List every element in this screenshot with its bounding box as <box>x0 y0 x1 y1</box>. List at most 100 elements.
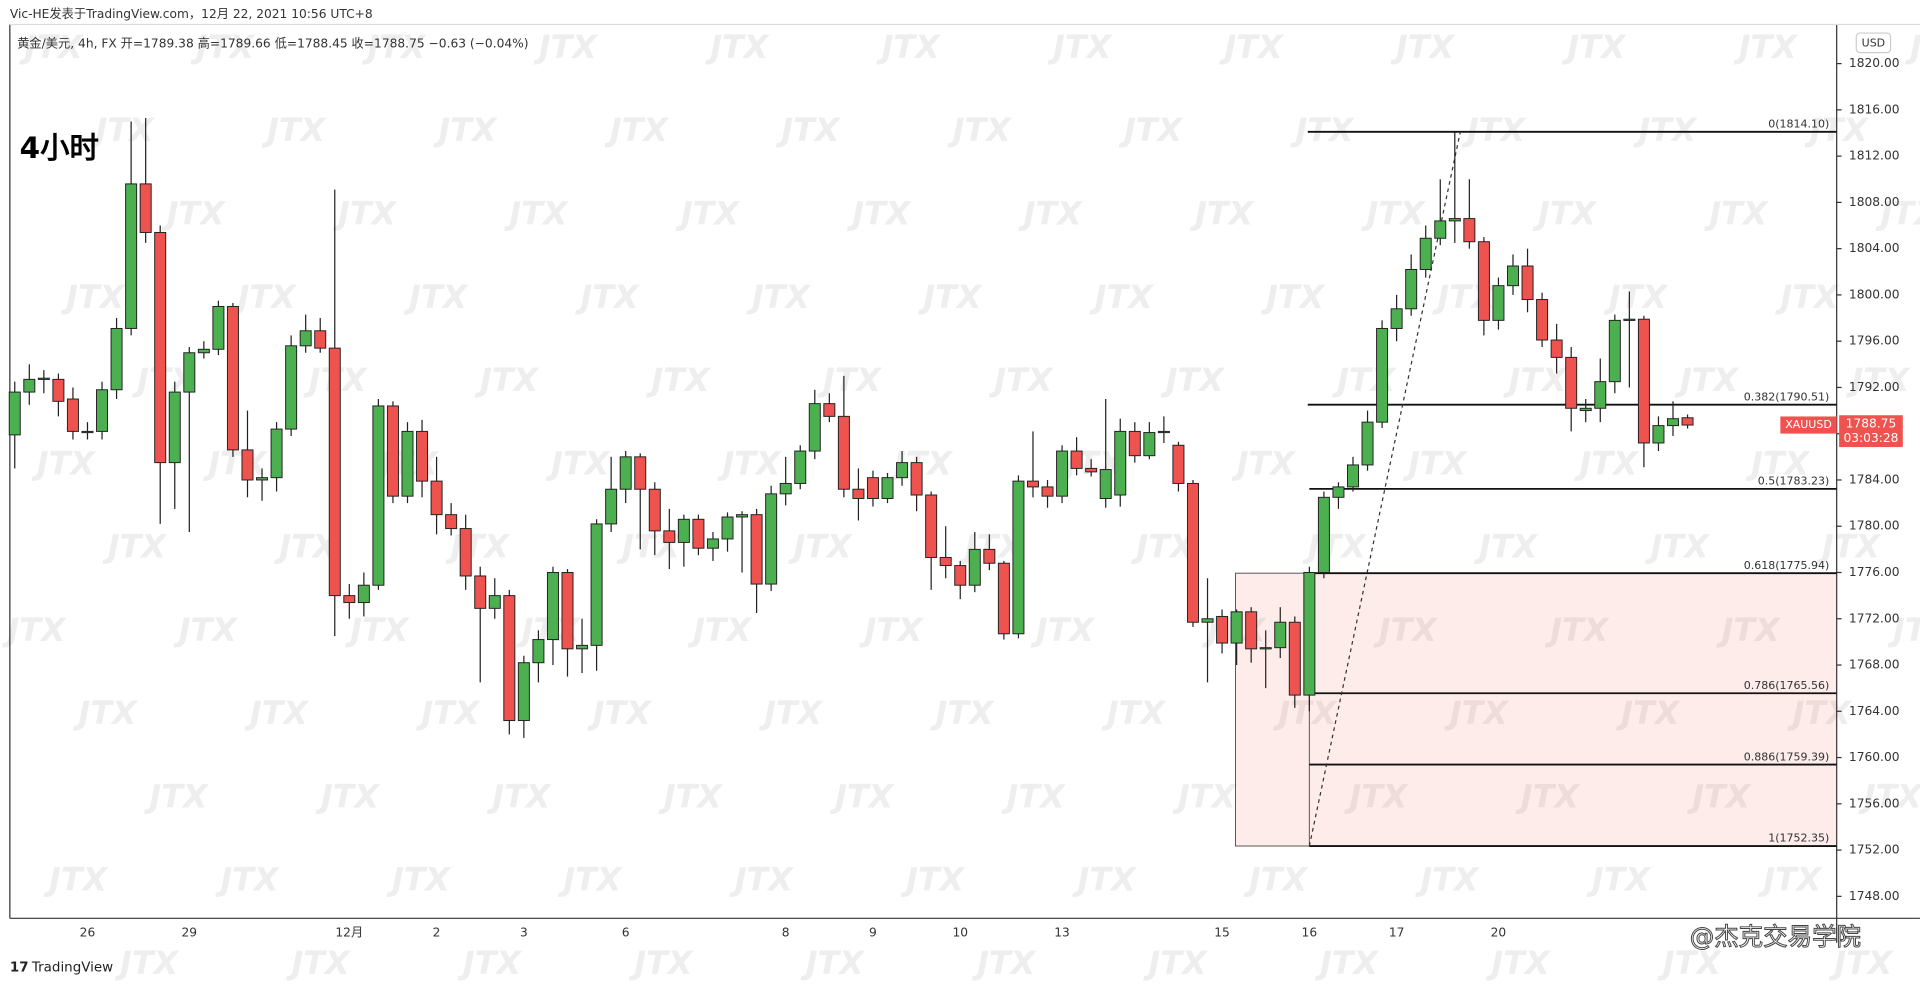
watermark: JTX <box>1686 777 1752 815</box>
candle-body <box>1419 237 1432 270</box>
candle-body <box>37 377 50 380</box>
watermark: JTX <box>432 111 498 149</box>
watermark: JTX <box>1302 528 1368 566</box>
watermark: JTX <box>102 528 168 566</box>
watermark: JTX <box>1845 361 1911 399</box>
watermark: JTX <box>31 444 97 482</box>
candle-body <box>1070 450 1083 469</box>
watermark: JTX <box>1544 611 1610 649</box>
x-tick-label: 3 <box>520 926 528 940</box>
watermark: JTX <box>1289 111 1355 149</box>
chart-title: 4小时 <box>20 131 99 165</box>
candle-body <box>634 456 647 490</box>
candle-body <box>925 494 938 558</box>
watermark: JTX <box>729 861 795 899</box>
candle-body <box>430 480 443 516</box>
watermark: JTX <box>746 278 812 316</box>
candle-body <box>386 405 399 497</box>
watermark: JTX <box>1272 694 1338 732</box>
x-tick-label: 17 <box>1389 926 1405 940</box>
candle-body <box>1536 299 1549 341</box>
watermark: JTX <box>202 444 268 482</box>
x-tick-label: 2 <box>433 926 441 940</box>
fib-label: 1(1752.35) <box>1768 832 1829 845</box>
watermark: JTX <box>232 278 298 316</box>
candle-body <box>1521 265 1534 301</box>
candle-body <box>736 514 749 518</box>
x-tick-label: 15 <box>1214 926 1230 940</box>
credit-watermark: @杰克交易学院 <box>1690 922 1861 951</box>
watermark: JTX <box>1615 694 1681 732</box>
candle-body <box>954 565 967 586</box>
currency-box <box>1855 32 1892 54</box>
watermark: JTX <box>1 611 67 649</box>
candle-body <box>750 514 763 585</box>
watermark: JTX <box>1130 528 1196 566</box>
candle-body <box>837 415 850 490</box>
watermark: JTX <box>787 528 853 566</box>
candle-body <box>663 530 676 543</box>
watermark: JTX <box>628 944 694 982</box>
watermark: JTX <box>1828 944 1894 982</box>
candle-body <box>314 330 327 349</box>
candle-body <box>1085 467 1098 473</box>
last-price: 1788.75 <box>1846 416 1897 430</box>
fib-label: 0.382(1790.51) <box>1744 390 1830 403</box>
watermark: JTX <box>900 861 966 899</box>
candle-body <box>1041 486 1054 497</box>
candle-body <box>1216 615 1229 644</box>
candle-body <box>1405 268 1418 310</box>
x-tick-label: 12月 <box>335 926 363 940</box>
watermark: JTX <box>817 361 883 399</box>
candle-body <box>910 462 923 496</box>
watermark: JTX <box>1816 528 1882 566</box>
candle-body <box>139 183 152 233</box>
watermark: JTX <box>1787 694 1853 732</box>
candle-body <box>459 528 472 577</box>
y-tick-label: 1792.00 <box>1849 380 1900 394</box>
watermark: JTX <box>1561 28 1627 66</box>
watermark: JTX <box>704 28 770 66</box>
watermark: JTX <box>1160 361 1226 399</box>
watermark: JTX <box>800 944 866 982</box>
watermark: JTX <box>1402 444 1468 482</box>
candle-body <box>1288 621 1301 696</box>
candle-body <box>896 462 909 479</box>
watermark: JTX <box>1645 528 1711 566</box>
byline: Vic-HE发表于TradingView.com，12月 22, 2021 10… <box>10 6 373 21</box>
watermark: JTX <box>917 278 983 316</box>
fib-label: 0.786(1765.56) <box>1744 679 1830 692</box>
watermark: JTX <box>1189 194 1255 232</box>
candle-body <box>81 430 94 434</box>
candle-body <box>445 514 458 530</box>
x-tick-label: 26 <box>80 926 96 940</box>
symbol-label: XAUUSD <box>1785 418 1832 431</box>
y-tick-label: 1812.00 <box>1849 149 1900 163</box>
watermark: JTX <box>273 528 339 566</box>
candle-body <box>1594 381 1607 409</box>
watermark: JTX <box>971 944 1037 982</box>
candle-body <box>1012 480 1025 635</box>
candle-body <box>401 430 414 497</box>
candle-body <box>692 518 705 549</box>
candle-body <box>706 538 719 549</box>
y-tick-label: 1796.00 <box>1849 334 1900 348</box>
currency: USD <box>1862 36 1886 49</box>
fib-label: 0.618(1775.94) <box>1744 559 1830 572</box>
fib-label: 0.886(1759.39) <box>1744 750 1830 763</box>
candle-body <box>1317 496 1330 573</box>
candle-body <box>416 430 429 482</box>
watermark: JTX <box>403 278 469 316</box>
watermark: JTX <box>1001 777 1067 815</box>
candle-body <box>328 347 341 597</box>
watermark: JTX <box>474 361 540 399</box>
watermark: JTX <box>1373 611 1439 649</box>
watermark: JTX <box>947 111 1013 149</box>
watermark: JTX <box>386 861 452 899</box>
watermark: JTX <box>687 611 753 649</box>
x-tick-label: 16 <box>1302 926 1318 940</box>
candle-body <box>1274 621 1287 649</box>
watermark: JTX <box>1218 28 1284 66</box>
candle-body <box>1434 220 1447 239</box>
